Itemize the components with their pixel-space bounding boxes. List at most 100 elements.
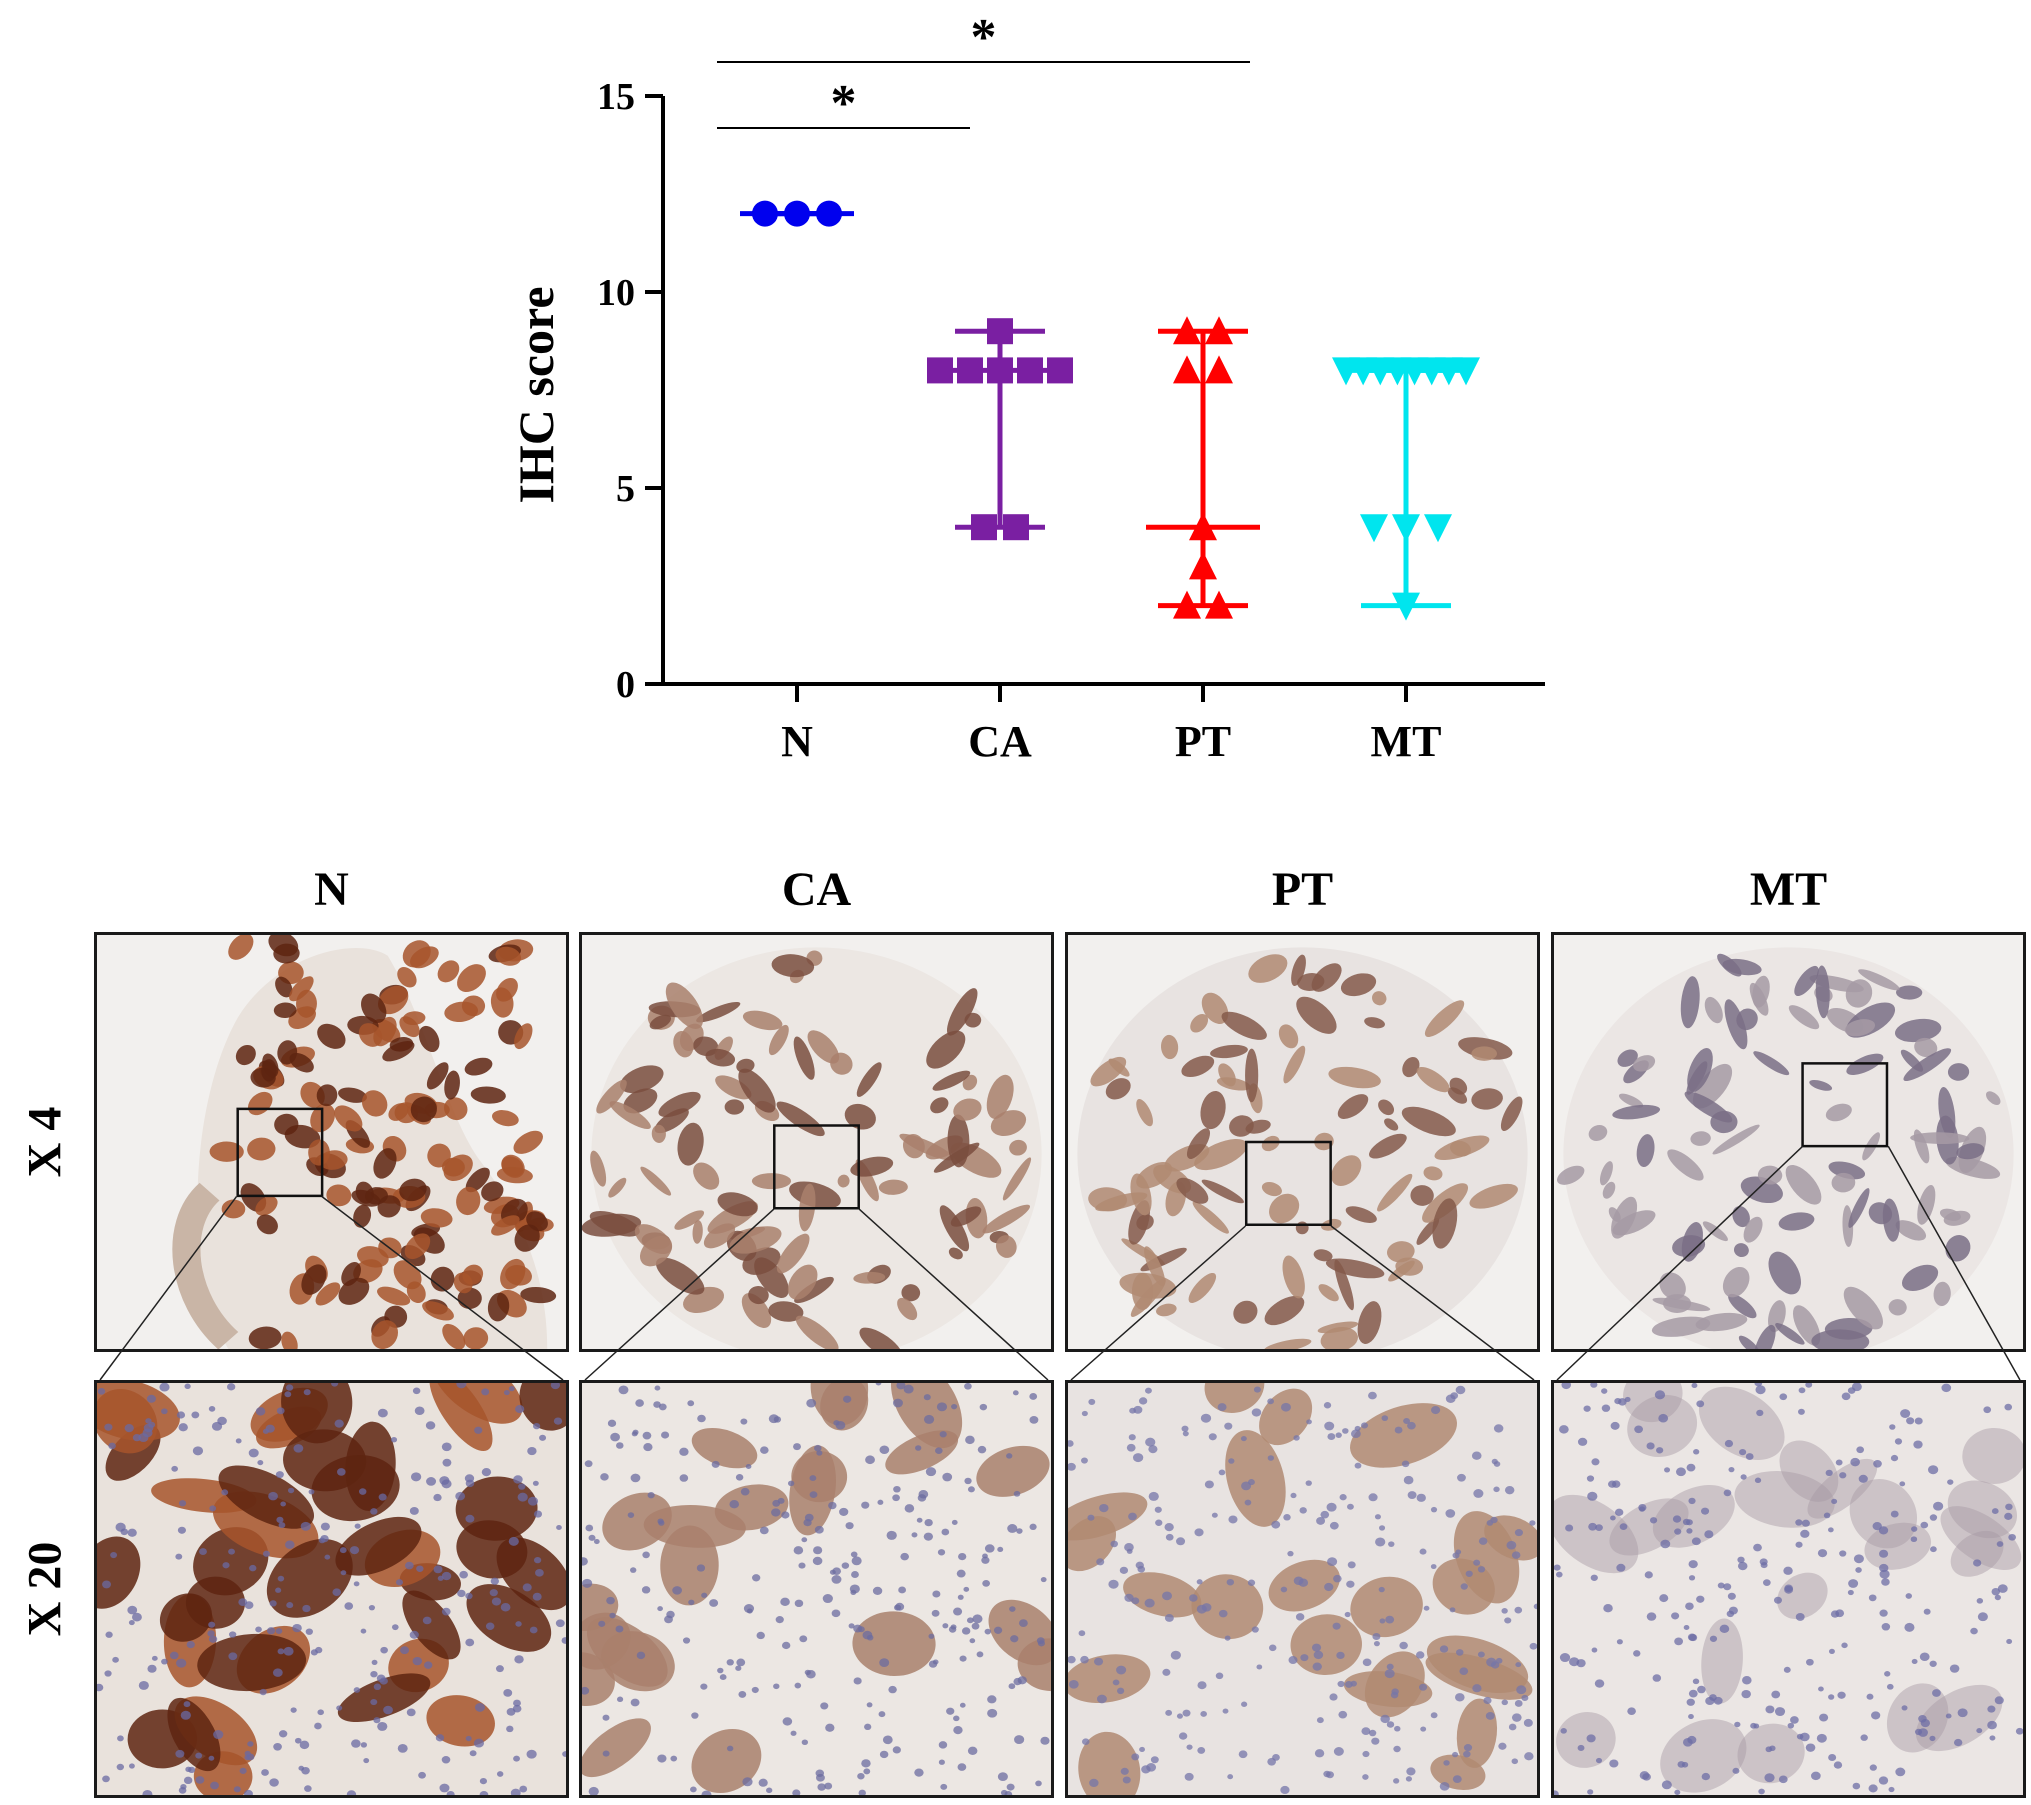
gland [361,993,387,1024]
nucleus [1771,1690,1781,1699]
nucleus [616,1696,624,1703]
nucleus [1554,1564,1561,1571]
zoom-region-box [238,1109,322,1196]
gland [466,1584,552,1652]
nucleus [691,1712,699,1719]
y-axis-label: IHC score [508,286,564,503]
gland [159,1593,212,1642]
nucleus [1029,1415,1039,1424]
nucleus [277,1648,285,1655]
nucleus [1740,1474,1747,1480]
gland [1815,965,1830,1019]
nucleus [1189,1594,1198,1602]
nucleus [630,1567,637,1573]
nucleus [1430,1564,1437,1570]
nucleus [177,1526,186,1534]
nucleus [1384,1669,1395,1679]
nucleus [1603,1604,1613,1613]
micrograph-n-x20 [94,1380,569,1798]
nucleus [439,1783,450,1793]
gland [197,1633,307,1692]
nucleus [120,1528,129,1536]
nucleus [1112,1679,1120,1686]
nucleus [1697,1685,1706,1694]
nucleus [1717,1582,1725,1589]
nucleus [851,1571,859,1578]
nucleus [1350,1429,1361,1439]
nucleus [984,1544,995,1553]
nucleus [112,1656,119,1663]
nucleus [1825,1469,1833,1477]
nucleus [697,1414,706,1423]
nucleus [670,1755,678,1762]
nucleus [1728,1606,1738,1615]
nucleus [377,1721,388,1731]
nucleus [1407,1421,1416,1430]
nucleus [339,1547,347,1554]
nucleus [409,1507,419,1515]
nucleus [550,1383,561,1390]
data-point-ca [927,357,953,384]
nucleus [1386,1663,1394,1670]
gland [1297,973,1325,991]
nucleus [370,1698,378,1706]
nucleus [1753,1543,1762,1552]
nucleus [1660,1539,1671,1549]
nucleus [1099,1503,1109,1513]
nucleus [1081,1457,1088,1464]
nucleus [582,1578,593,1588]
nucleus [1911,1658,1918,1665]
nucleus [1798,1387,1806,1394]
nucleus [280,1501,286,1507]
nucleus [1671,1612,1680,1620]
nucleus [1839,1550,1847,1557]
nucleus [916,1517,923,1523]
data-point-pt [1205,590,1233,619]
nucleus [1455,1649,1464,1656]
nucleus [964,1477,972,1485]
nucleus [653,1401,661,1408]
nucleus [895,1602,905,1611]
x-tick-label-ca: CA [968,717,1032,766]
nucleus [390,1437,398,1443]
nucleus [630,1473,641,1483]
nucleus [178,1787,187,1794]
data-point-mt [1424,514,1452,543]
gland [1915,1684,2003,1752]
nucleus [132,1434,142,1442]
nucleus [1080,1655,1089,1664]
nucleus [1723,1583,1732,1591]
nucleus [1372,1632,1381,1641]
nucleus [679,1447,689,1456]
nucleus [1449,1607,1456,1613]
nucleus [1894,1438,1903,1445]
nucleus [1491,1661,1500,1669]
nucleus [1283,1514,1291,1521]
nucleus [1471,1451,1482,1460]
nucleus [515,1621,522,1627]
nucleus [1828,1753,1837,1761]
gland [1903,1048,1952,1082]
nucleus [630,1698,640,1707]
nucleus [221,1489,229,1496]
nucleus [1847,1589,1854,1596]
nucleus [979,1403,988,1411]
nucleus [1688,1575,1696,1581]
gland [316,1084,338,1107]
nucleus [984,1628,992,1635]
nucleus [777,1497,785,1504]
nucleus [1333,1747,1344,1756]
nucleus [1375,1537,1386,1547]
micrograph-ca-x4 [579,932,1054,1352]
nucleus [176,1658,187,1668]
gland [1201,1179,1244,1204]
gland [932,1070,971,1091]
nucleus [1664,1467,1671,1473]
gland [1245,1048,1259,1103]
gland [1842,1205,1854,1247]
nucleus [1327,1433,1336,1441]
nucleus [97,1683,104,1692]
gland [791,1450,848,1503]
nucleus [276,1516,284,1523]
nucleus [233,1786,241,1793]
